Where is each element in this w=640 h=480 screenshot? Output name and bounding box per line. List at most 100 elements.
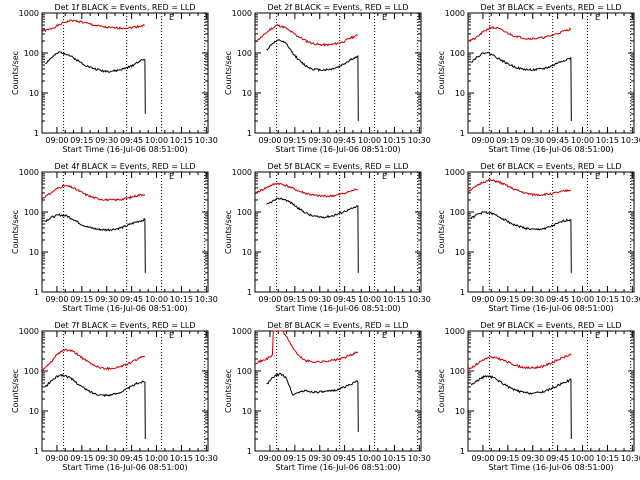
panel-4: Det 4f BLACK = Events, RED = LLD 1 10 100 10…	[11, 162, 218, 313]
lld-series-line	[467, 353, 572, 370]
y-tick-label: 100	[237, 367, 252, 376]
x-tick-label: 10:00	[358, 454, 381, 463]
y-tick-label: 1	[34, 129, 39, 138]
x-tick-label: 10:15	[383, 454, 406, 463]
x-tick-label: 10:00	[571, 454, 594, 463]
x-tick-label: 09:15	[283, 136, 306, 145]
y-tick-label: 100	[24, 367, 39, 376]
y-tick-label: 10	[29, 248, 39, 257]
x-tick-label: 09:00	[471, 454, 494, 463]
y-tick-label: 1	[460, 288, 465, 297]
x-tick-label: 09:30	[521, 454, 544, 463]
x-tick-label: 09:30	[95, 295, 118, 304]
x-tick-label: 10:30	[621, 136, 640, 145]
x-tick-label: 09:45	[333, 454, 356, 463]
plot-frame	[467, 171, 635, 293]
y-tick-label: 10	[242, 407, 252, 416]
y-tick-label: 10	[455, 407, 465, 416]
x-tick-label: 10:30	[195, 295, 218, 304]
event-marker-label: E	[169, 13, 174, 22]
x-tick-label: 10:00	[358, 136, 381, 145]
y-axis-label: Counts/sec	[11, 51, 20, 95]
plot-frame	[254, 330, 422, 452]
x-tick-label: 10:30	[621, 295, 640, 304]
x-tick-label: 09:15	[496, 454, 519, 463]
x-axis-label: Start Time (16-Jul-06 08:51:00)	[275, 145, 400, 154]
y-tick-label: 10	[242, 89, 252, 98]
y-tick-label: 1	[34, 288, 39, 297]
events-series-line	[44, 373, 146, 440]
y-tick-label: 100	[450, 208, 465, 217]
events-series-line	[266, 372, 359, 432]
y-tick-label: 100	[24, 49, 39, 58]
x-tick-label: 10:30	[195, 454, 218, 463]
plot-frame	[467, 12, 635, 134]
y-tick-label: 10	[29, 407, 39, 416]
x-tick-label: 10:00	[145, 295, 168, 304]
plot-frame	[41, 330, 209, 452]
panel-title: Det 1f BLACK = Events, RED = LLD	[54, 3, 195, 12]
plot-frame	[41, 171, 209, 293]
x-tick-label: 09:15	[496, 295, 519, 304]
event-marker-label: E	[595, 172, 600, 181]
x-tick-label: 10:15	[170, 454, 193, 463]
plot-frame	[41, 12, 209, 134]
x-tick-label: 09:30	[521, 136, 544, 145]
event-marker-label: E	[382, 172, 387, 181]
x-tick-label: 09:00	[258, 295, 281, 304]
y-axis-label: Counts/sec	[437, 51, 446, 95]
event-marker-label: E	[595, 331, 600, 340]
x-tick-label: 09:45	[120, 295, 143, 304]
x-tick-label: 10:30	[621, 454, 640, 463]
panel-title: Det 4f BLACK = Events, RED = LLD	[54, 162, 195, 171]
x-tick-label: 10:30	[195, 136, 218, 145]
x-tick-label: 10:15	[596, 454, 619, 463]
y-tick-label: 10	[29, 89, 39, 98]
x-axis-label: Start Time (16-Jul-06 08:51:00)	[62, 304, 187, 313]
y-axis-label: Counts/sec	[224, 51, 233, 95]
x-tick-label: 09:00	[258, 136, 281, 145]
event-marker-label: E	[382, 331, 387, 340]
events-series-line	[45, 213, 146, 273]
x-tick-label: 10:00	[358, 295, 381, 304]
event-marker-label: E	[382, 13, 387, 22]
events-series-line	[470, 211, 572, 273]
lld-series-line	[254, 24, 359, 47]
x-axis-label: Start Time (16-Jul-06 08:51:00)	[488, 145, 613, 154]
x-axis-label: Start Time (16-Jul-06 08:51:00)	[275, 304, 400, 313]
x-tick-label: 09:00	[258, 454, 281, 463]
lld-series-line	[254, 330, 359, 365]
y-tick-label: 10	[455, 248, 465, 257]
events-series-line	[266, 197, 359, 273]
y-tick-label: 100	[24, 208, 39, 217]
x-tick-label: 09:30	[308, 136, 331, 145]
x-axis-label: Start Time (16-Jul-06 08:51:00)	[62, 463, 187, 472]
plot-frame	[254, 12, 422, 134]
x-tick-label: 09:00	[45, 295, 68, 304]
events-series-line	[471, 51, 572, 122]
x-tick-label: 10:15	[170, 295, 193, 304]
panel-title: Det 6f BLACK = Events, RED = LLD	[480, 162, 621, 171]
y-tick-label: 1000	[445, 327, 465, 336]
y-tick-label: 100	[237, 208, 252, 217]
x-axis-label: Start Time (16-Jul-06 08:51:00)	[488, 463, 613, 472]
x-tick-label: 09:00	[45, 454, 68, 463]
x-axis-label: Start Time (16-Jul-06 08:51:00)	[275, 463, 400, 472]
event-marker-label: E	[169, 331, 174, 340]
event-marker-label: E	[169, 172, 174, 181]
x-tick-label: 09:30	[521, 295, 544, 304]
y-axis-label: Counts/sec	[437, 369, 446, 413]
x-tick-label: 09:00	[45, 136, 68, 145]
x-tick-label: 09:00	[471, 136, 494, 145]
x-tick-label: 10:00	[571, 295, 594, 304]
panel-title: Det 8f BLACK = Events, RED = LLD	[267, 321, 408, 330]
x-tick-label: 10:00	[145, 454, 168, 463]
x-tick-label: 10:00	[145, 136, 168, 145]
y-tick-label: 1	[247, 447, 252, 456]
panel-title: Det 5f BLACK = Events, RED = LLD	[267, 162, 408, 171]
events-series-line	[266, 38, 359, 122]
y-axis-label: Counts/sec	[11, 369, 20, 413]
events-series-line	[470, 375, 572, 440]
plot-frame	[254, 171, 422, 293]
